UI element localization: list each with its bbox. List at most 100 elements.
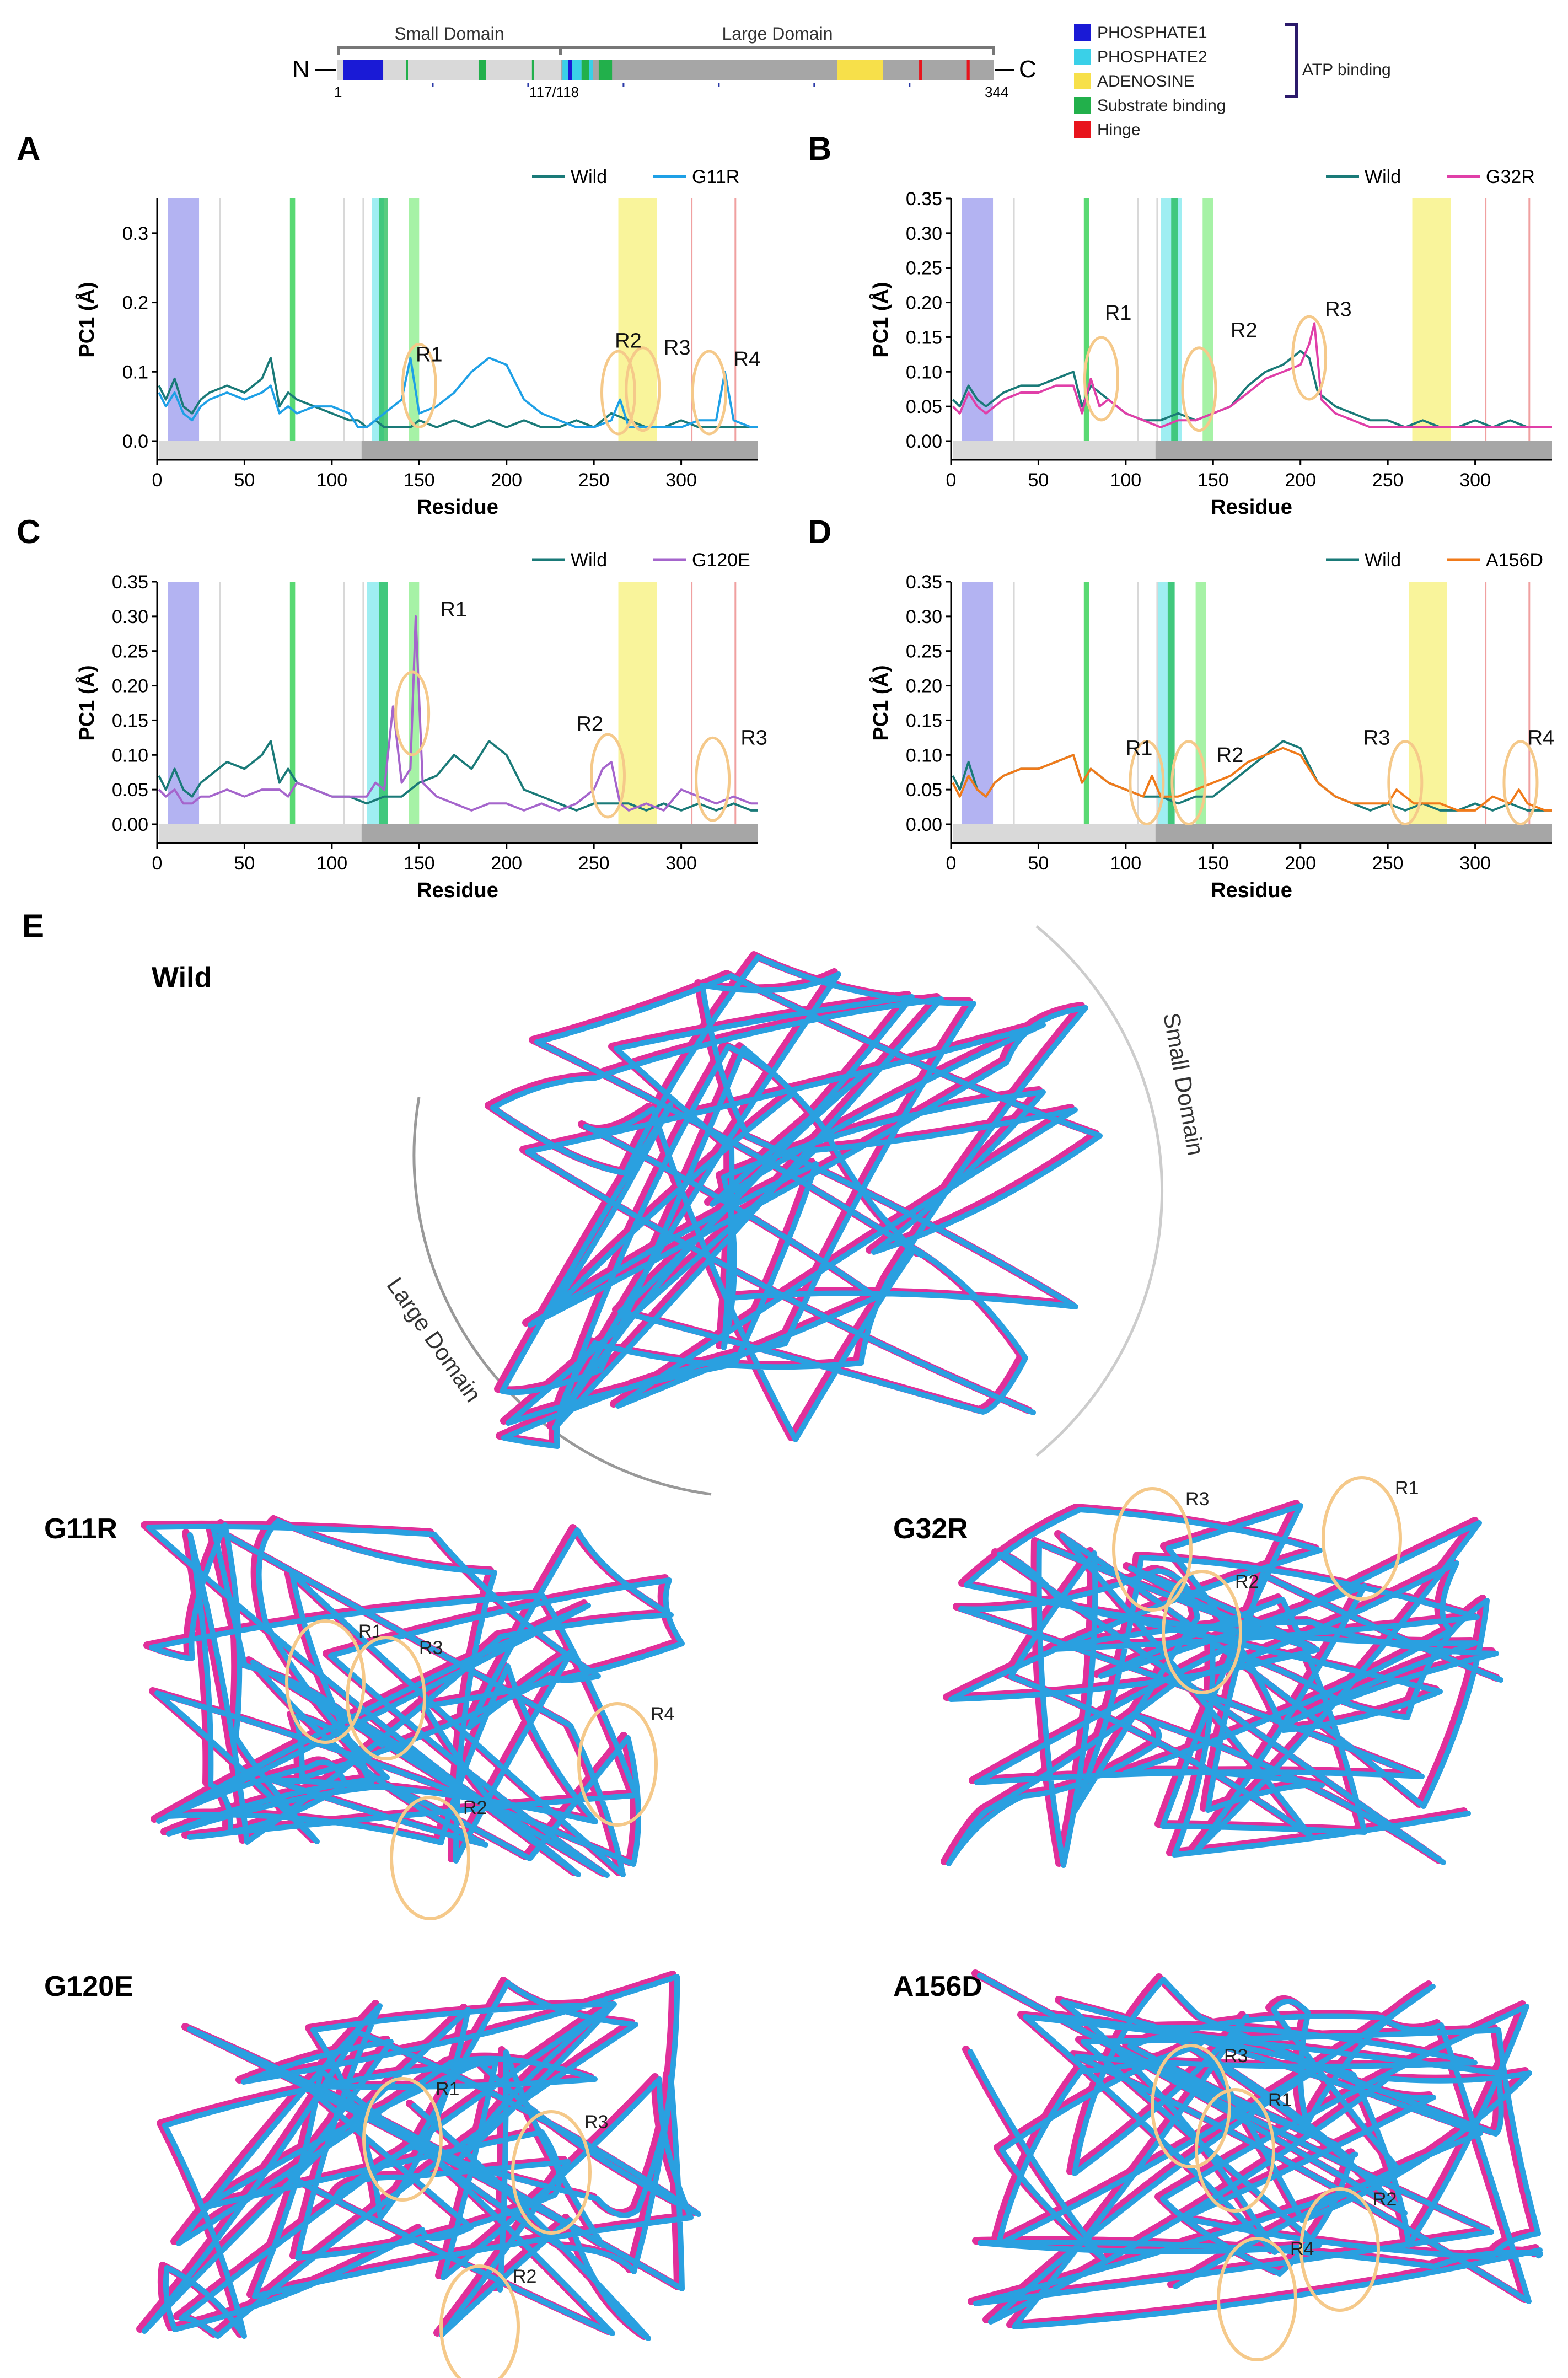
large-domain-strip — [1155, 441, 1552, 460]
series-line-wild — [158, 357, 758, 428]
structure-g32r: G32R R3 R1 R2 — [893, 1476, 1503, 1868]
series-line-g11r — [158, 357, 758, 428]
x-tick-label: 100 — [316, 470, 347, 491]
panel-letter: A — [17, 130, 40, 167]
region-oval — [1181, 346, 1217, 432]
structure-region-label: R4 — [651, 1704, 674, 1725]
structure-a156d: A156D R3 R1 R2 R4 — [893, 1969, 1543, 2361]
x-tick-label: 100 — [1110, 470, 1141, 491]
highlight-band — [1202, 198, 1213, 441]
x-tick-label: 0 — [946, 470, 957, 491]
region-oval — [394, 670, 431, 756]
x-tick-label: 200 — [491, 853, 522, 874]
domain-legend-swatch — [1074, 121, 1091, 138]
y-axis-label: PC1 (Å) — [74, 282, 99, 357]
x-tick-label: 150 — [404, 853, 435, 874]
y-tick-label: 0.25 — [906, 258, 942, 279]
chart-panel-b: B R1 R2 R3 0.00 0.05 0.10 0.15 0.20 0.25 0.30 0.35 0… — [808, 130, 1552, 519]
x-axis-label: Residue — [1211, 496, 1292, 519]
structure-region-label: R3 — [419, 1638, 443, 1658]
structure-region-oval — [362, 2077, 443, 2202]
y-tick-label: 0.30 — [906, 606, 942, 627]
x-tick-label: 50 — [234, 470, 255, 491]
series-line-g32r — [952, 322, 1552, 428]
structure-title: G120E — [44, 1971, 133, 2003]
large-domain-track — [561, 60, 994, 80]
x-tick-label: 300 — [1459, 470, 1491, 491]
panel-letter: D — [808, 513, 831, 550]
highlight-band — [962, 582, 994, 824]
tick-boundary-label: 117/118 — [529, 84, 579, 100]
structure-region-label: R1 — [1268, 2090, 1292, 2111]
y-tick-label: 0.10 — [906, 362, 942, 383]
structure-region-oval — [1217, 2237, 1297, 2361]
region-oval — [625, 346, 661, 432]
x-tick-label: 250 — [578, 853, 610, 874]
structure-region-oval — [390, 1796, 470, 1920]
domain-segment — [343, 60, 384, 80]
large-domain-title: Large Domain — [722, 24, 833, 44]
domain-segment — [919, 60, 922, 80]
x-tick-label: 100 — [1110, 853, 1141, 874]
highlight-band — [618, 198, 657, 441]
ribbon-trace-wild — [146, 1518, 685, 1878]
x-tick-label: 150 — [1198, 470, 1229, 491]
domain-segment — [598, 60, 613, 80]
y-tick-label: 0.15 — [906, 327, 942, 348]
x-tick-label: 300 — [665, 853, 697, 874]
y-axis-label: PC1 (Å) — [868, 665, 893, 740]
region-label: R2 — [1217, 744, 1244, 767]
domain-legend-swatch — [1074, 24, 1091, 41]
region-label: R4 — [1528, 726, 1555, 749]
y-tick-label: 0.2 — [122, 293, 148, 314]
structure-region-label: R3 — [1185, 1489, 1209, 1510]
large-domain-arc — [412, 1097, 712, 1496]
region-label: R1 — [440, 598, 467, 621]
domain-legend-label: Substrate binding — [1097, 96, 1226, 115]
region-oval — [1291, 315, 1328, 401]
x-tick-label: 50 — [1028, 470, 1049, 491]
atp-binding-label: ATP binding — [1302, 61, 1391, 79]
highlight-band — [1171, 198, 1178, 441]
y-tick-label: 0.05 — [906, 780, 942, 801]
ribbon-trace-wild — [946, 1503, 1503, 1868]
domain-segment — [478, 60, 486, 80]
region-oval — [590, 733, 626, 819]
region-oval — [1083, 336, 1119, 422]
y-axis-label: PC1 (Å) — [868, 282, 893, 357]
x-tick-label: 300 — [665, 470, 697, 491]
y-tick-label: 0.30 — [906, 223, 942, 244]
domain-segment — [589, 60, 593, 80]
structure-region-label: R3 — [1224, 2046, 1248, 2066]
region-label: R3 — [740, 726, 767, 749]
y-tick-label: 0.35 — [112, 572, 148, 593]
structure-region-oval — [577, 1702, 658, 1827]
structure-region-oval — [285, 1619, 366, 1744]
y-tick-label: 0.35 — [906, 189, 942, 210]
legend-label: Wild — [1365, 550, 1401, 571]
region-oval — [600, 350, 637, 436]
small-domain-title: Small Domain — [394, 24, 504, 44]
structure-region-label: R2 — [1373, 2189, 1397, 2210]
x-tick-label: 300 — [1459, 853, 1491, 874]
region-label: R3 — [1325, 298, 1352, 321]
region-oval — [1129, 740, 1165, 826]
y-tick-label: 0.20 — [906, 676, 942, 697]
y-tick-label: 0.25 — [112, 641, 148, 662]
structure-region-oval — [1162, 1570, 1242, 1694]
n-terminus-label: N — [292, 56, 310, 83]
large-domain-strip — [361, 441, 758, 460]
domain-segment — [837, 60, 883, 80]
region-label: R2 — [576, 712, 603, 736]
domain-segment — [406, 60, 408, 80]
y-tick-label: 0.30 — [112, 606, 148, 627]
highlight-band — [409, 198, 420, 441]
structure-title: A156D — [893, 1971, 982, 2003]
region-oval — [1502, 740, 1539, 826]
structure-region-oval — [1151, 2044, 1231, 2168]
domain-segment — [531, 60, 534, 80]
domain-segment — [568, 60, 572, 80]
